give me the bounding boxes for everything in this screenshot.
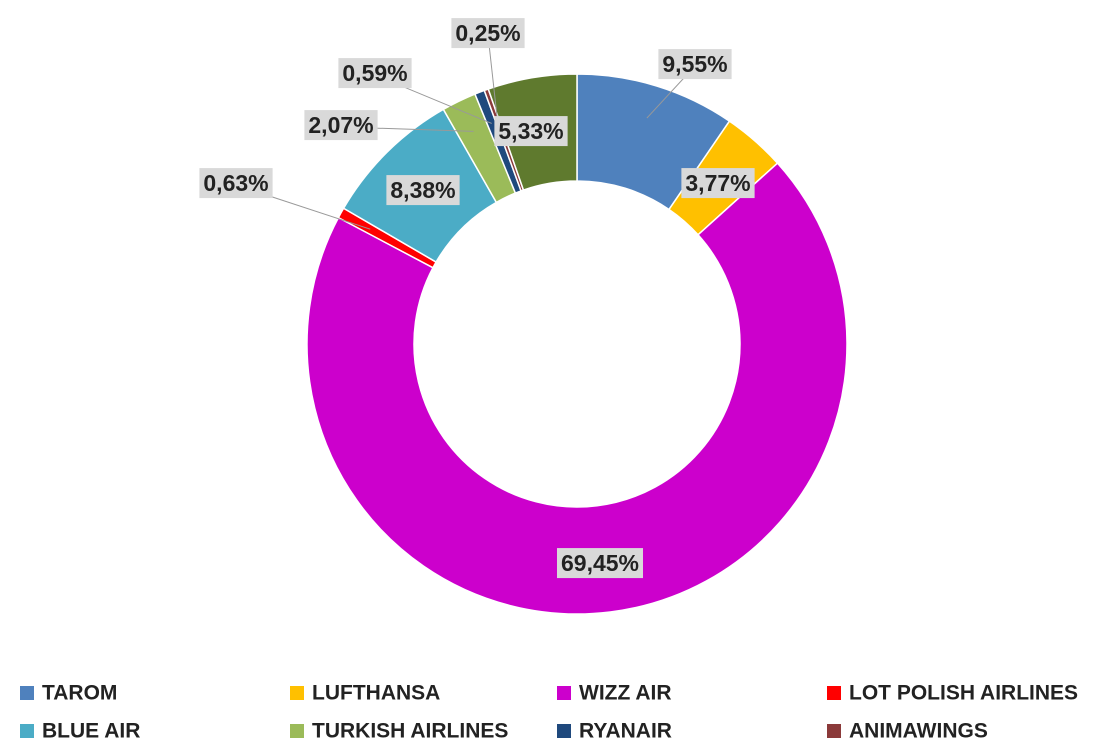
legend-label: ANIMAWINGS: [849, 720, 988, 743]
label-bg: [451, 18, 525, 49]
label-bg: [681, 168, 755, 199]
legend-swatch: [557, 724, 571, 738]
legend-label: LOT POLISH AIRLINES: [849, 682, 1078, 705]
legend-label: WIZZ AIR: [579, 682, 672, 705]
data-label: 2,07%: [308, 112, 373, 138]
legend-label: RYANAIR: [579, 720, 672, 743]
label-bg: [556, 548, 644, 579]
data-label: 0,63%: [203, 170, 268, 196]
label-bg: [199, 168, 273, 199]
legend-label: BLUE AIR: [42, 720, 140, 743]
data-label: 5,33%: [498, 118, 563, 144]
label-bg: [386, 175, 460, 206]
label-bg: [658, 49, 732, 80]
label-bg: [304, 110, 378, 141]
leader-line: [487, 34, 499, 122]
legend-swatch: [557, 686, 571, 700]
legend-label: LUFTHANSA: [312, 682, 440, 705]
data-label: 8,38%: [390, 177, 455, 203]
legend-swatch: [20, 686, 34, 700]
legend-swatch: [290, 724, 304, 738]
data-label: 9,55%: [662, 51, 727, 77]
legend-swatch: [827, 724, 841, 738]
legend-swatch: [20, 724, 34, 738]
data-label: 0,25%: [455, 20, 520, 46]
legend-swatch: [827, 686, 841, 700]
donut-slice: [306, 162, 848, 615]
legend-swatch: [290, 686, 304, 700]
data-label: 3,77%: [685, 170, 750, 196]
legend-label: TAROM: [42, 682, 117, 705]
label-bg: [494, 116, 568, 147]
label-bg: [338, 58, 412, 89]
legend-label: TURKISH AIRLINES: [312, 720, 508, 743]
data-label: 0,59%: [342, 60, 407, 86]
data-label: 69,45%: [561, 550, 639, 576]
